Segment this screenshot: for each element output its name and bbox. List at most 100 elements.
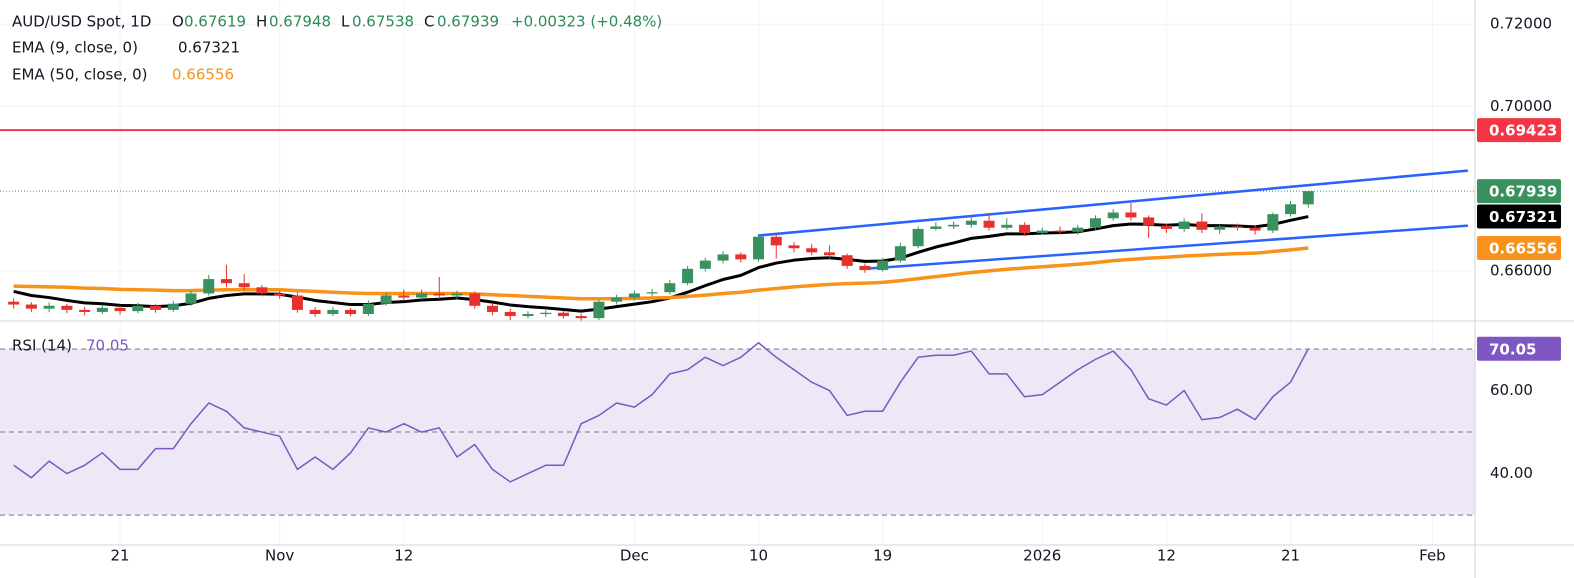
candle-body xyxy=(593,301,605,319)
candle-body xyxy=(238,283,250,288)
candle-body xyxy=(1267,214,1279,231)
legend-value: 0.66556 xyxy=(172,66,234,84)
price-label-box xyxy=(1477,336,1561,361)
candle-body xyxy=(380,295,392,304)
candle-body xyxy=(1072,227,1084,232)
price-label-box xyxy=(1477,204,1561,229)
candle-body xyxy=(735,254,747,260)
candle-body xyxy=(557,312,569,317)
channel-line xyxy=(864,224,1468,271)
candle-body xyxy=(983,220,995,228)
ohlc-value: 0.67619 xyxy=(184,13,246,31)
candle-body xyxy=(1178,221,1190,229)
candle-body xyxy=(948,224,960,227)
price-label: 0.69423 xyxy=(1489,122,1557,140)
ohlc-label: H xyxy=(256,13,267,31)
candle-body xyxy=(504,311,516,317)
legend-name: RSI (14) xyxy=(12,337,72,355)
candle-body xyxy=(1036,230,1048,234)
candle-body xyxy=(1160,225,1172,229)
candle-body xyxy=(717,254,729,261)
candle-body xyxy=(433,293,445,296)
candle-body xyxy=(611,297,623,302)
candle-body xyxy=(309,309,321,315)
x-tick-label: 12 xyxy=(394,547,413,565)
candle-body xyxy=(877,260,889,271)
x-tick-label: Nov xyxy=(265,547,294,565)
candle-body xyxy=(646,292,658,294)
candle-body xyxy=(841,255,853,266)
candle-body xyxy=(894,246,906,261)
candle-body xyxy=(96,307,108,312)
candle-body xyxy=(1089,218,1101,228)
candle-body xyxy=(664,283,676,293)
ohlc-value: 0.67939 xyxy=(437,13,499,31)
candle-body xyxy=(859,265,871,271)
candle-body xyxy=(1249,227,1261,231)
candle-body xyxy=(1107,212,1119,219)
x-tick-label: Dec xyxy=(620,547,649,565)
candle-body xyxy=(256,287,268,294)
candle-body xyxy=(682,268,694,284)
candle-body xyxy=(185,293,197,304)
price-label: 0.66556 xyxy=(1489,240,1557,258)
overlay: 21 Nov 12 Dec 10 19 2026 12 21 Feb 0.66000 0.70000 0… xyxy=(111,15,1561,565)
price-label-box xyxy=(1477,236,1561,261)
candle-body xyxy=(912,228,924,247)
candle-body xyxy=(1054,230,1066,232)
candle-body xyxy=(486,305,498,312)
channel-line xyxy=(758,169,1469,237)
candle-body xyxy=(327,309,339,315)
candle-body xyxy=(1143,217,1155,226)
candle-body xyxy=(114,307,126,312)
candle-body xyxy=(575,316,587,319)
candle-body xyxy=(25,304,37,309)
y-tick-label: 0.72000 xyxy=(1490,15,1552,33)
candle-body xyxy=(132,305,144,312)
candle-body xyxy=(469,293,481,306)
candle-body xyxy=(1214,226,1226,230)
price-label-box xyxy=(1477,179,1561,204)
change-label: +0.00323 (+0.48%) xyxy=(511,13,662,31)
x-tick-label: 21 xyxy=(1281,547,1300,565)
legend-value: 0.67321 xyxy=(178,39,240,57)
candle-body xyxy=(451,293,463,296)
ohlc-label: O xyxy=(172,13,184,31)
legend-value: 70.05 xyxy=(86,337,129,355)
candle-body xyxy=(788,245,800,249)
ohlc-label: C xyxy=(424,13,434,31)
y-tick-label: 0.66000 xyxy=(1490,261,1552,279)
candle-body xyxy=(753,236,765,260)
x-tick-label: 2026 xyxy=(1023,547,1061,565)
candle-body xyxy=(699,260,711,269)
candle-body xyxy=(150,305,162,310)
plot-area xyxy=(0,0,1475,545)
candle-body xyxy=(167,303,179,310)
candle-body xyxy=(1196,221,1208,230)
rsi-line xyxy=(13,342,1309,483)
candle-body xyxy=(965,220,977,225)
candle-body xyxy=(770,236,782,246)
legend-name: EMA (9, close, 0) xyxy=(12,39,138,57)
x-tick-label: Feb xyxy=(1419,547,1446,565)
price-label: 0.67939 xyxy=(1489,183,1557,201)
price-label-box xyxy=(1477,118,1561,143)
y-tick-label: 40.00 xyxy=(1490,464,1533,482)
price-label: 70.05 xyxy=(1489,340,1536,358)
y-tick-label: 60.00 xyxy=(1490,381,1533,399)
ohlc-value: 0.67948 xyxy=(269,13,331,31)
candle-body xyxy=(416,293,428,298)
candle-body xyxy=(43,305,55,309)
candle-body xyxy=(628,293,640,298)
candle-body xyxy=(345,309,357,315)
candle-body xyxy=(522,314,534,317)
candle-body xyxy=(61,305,73,310)
candle-body xyxy=(540,312,552,315)
legend-name: EMA (50, close, 0) xyxy=(12,66,148,84)
ema-line xyxy=(13,246,1309,301)
candle-body xyxy=(398,295,410,298)
ema-line xyxy=(13,215,1309,313)
x-tick-label: 19 xyxy=(873,547,892,565)
y-tick-label: 0.70000 xyxy=(1490,97,1552,115)
